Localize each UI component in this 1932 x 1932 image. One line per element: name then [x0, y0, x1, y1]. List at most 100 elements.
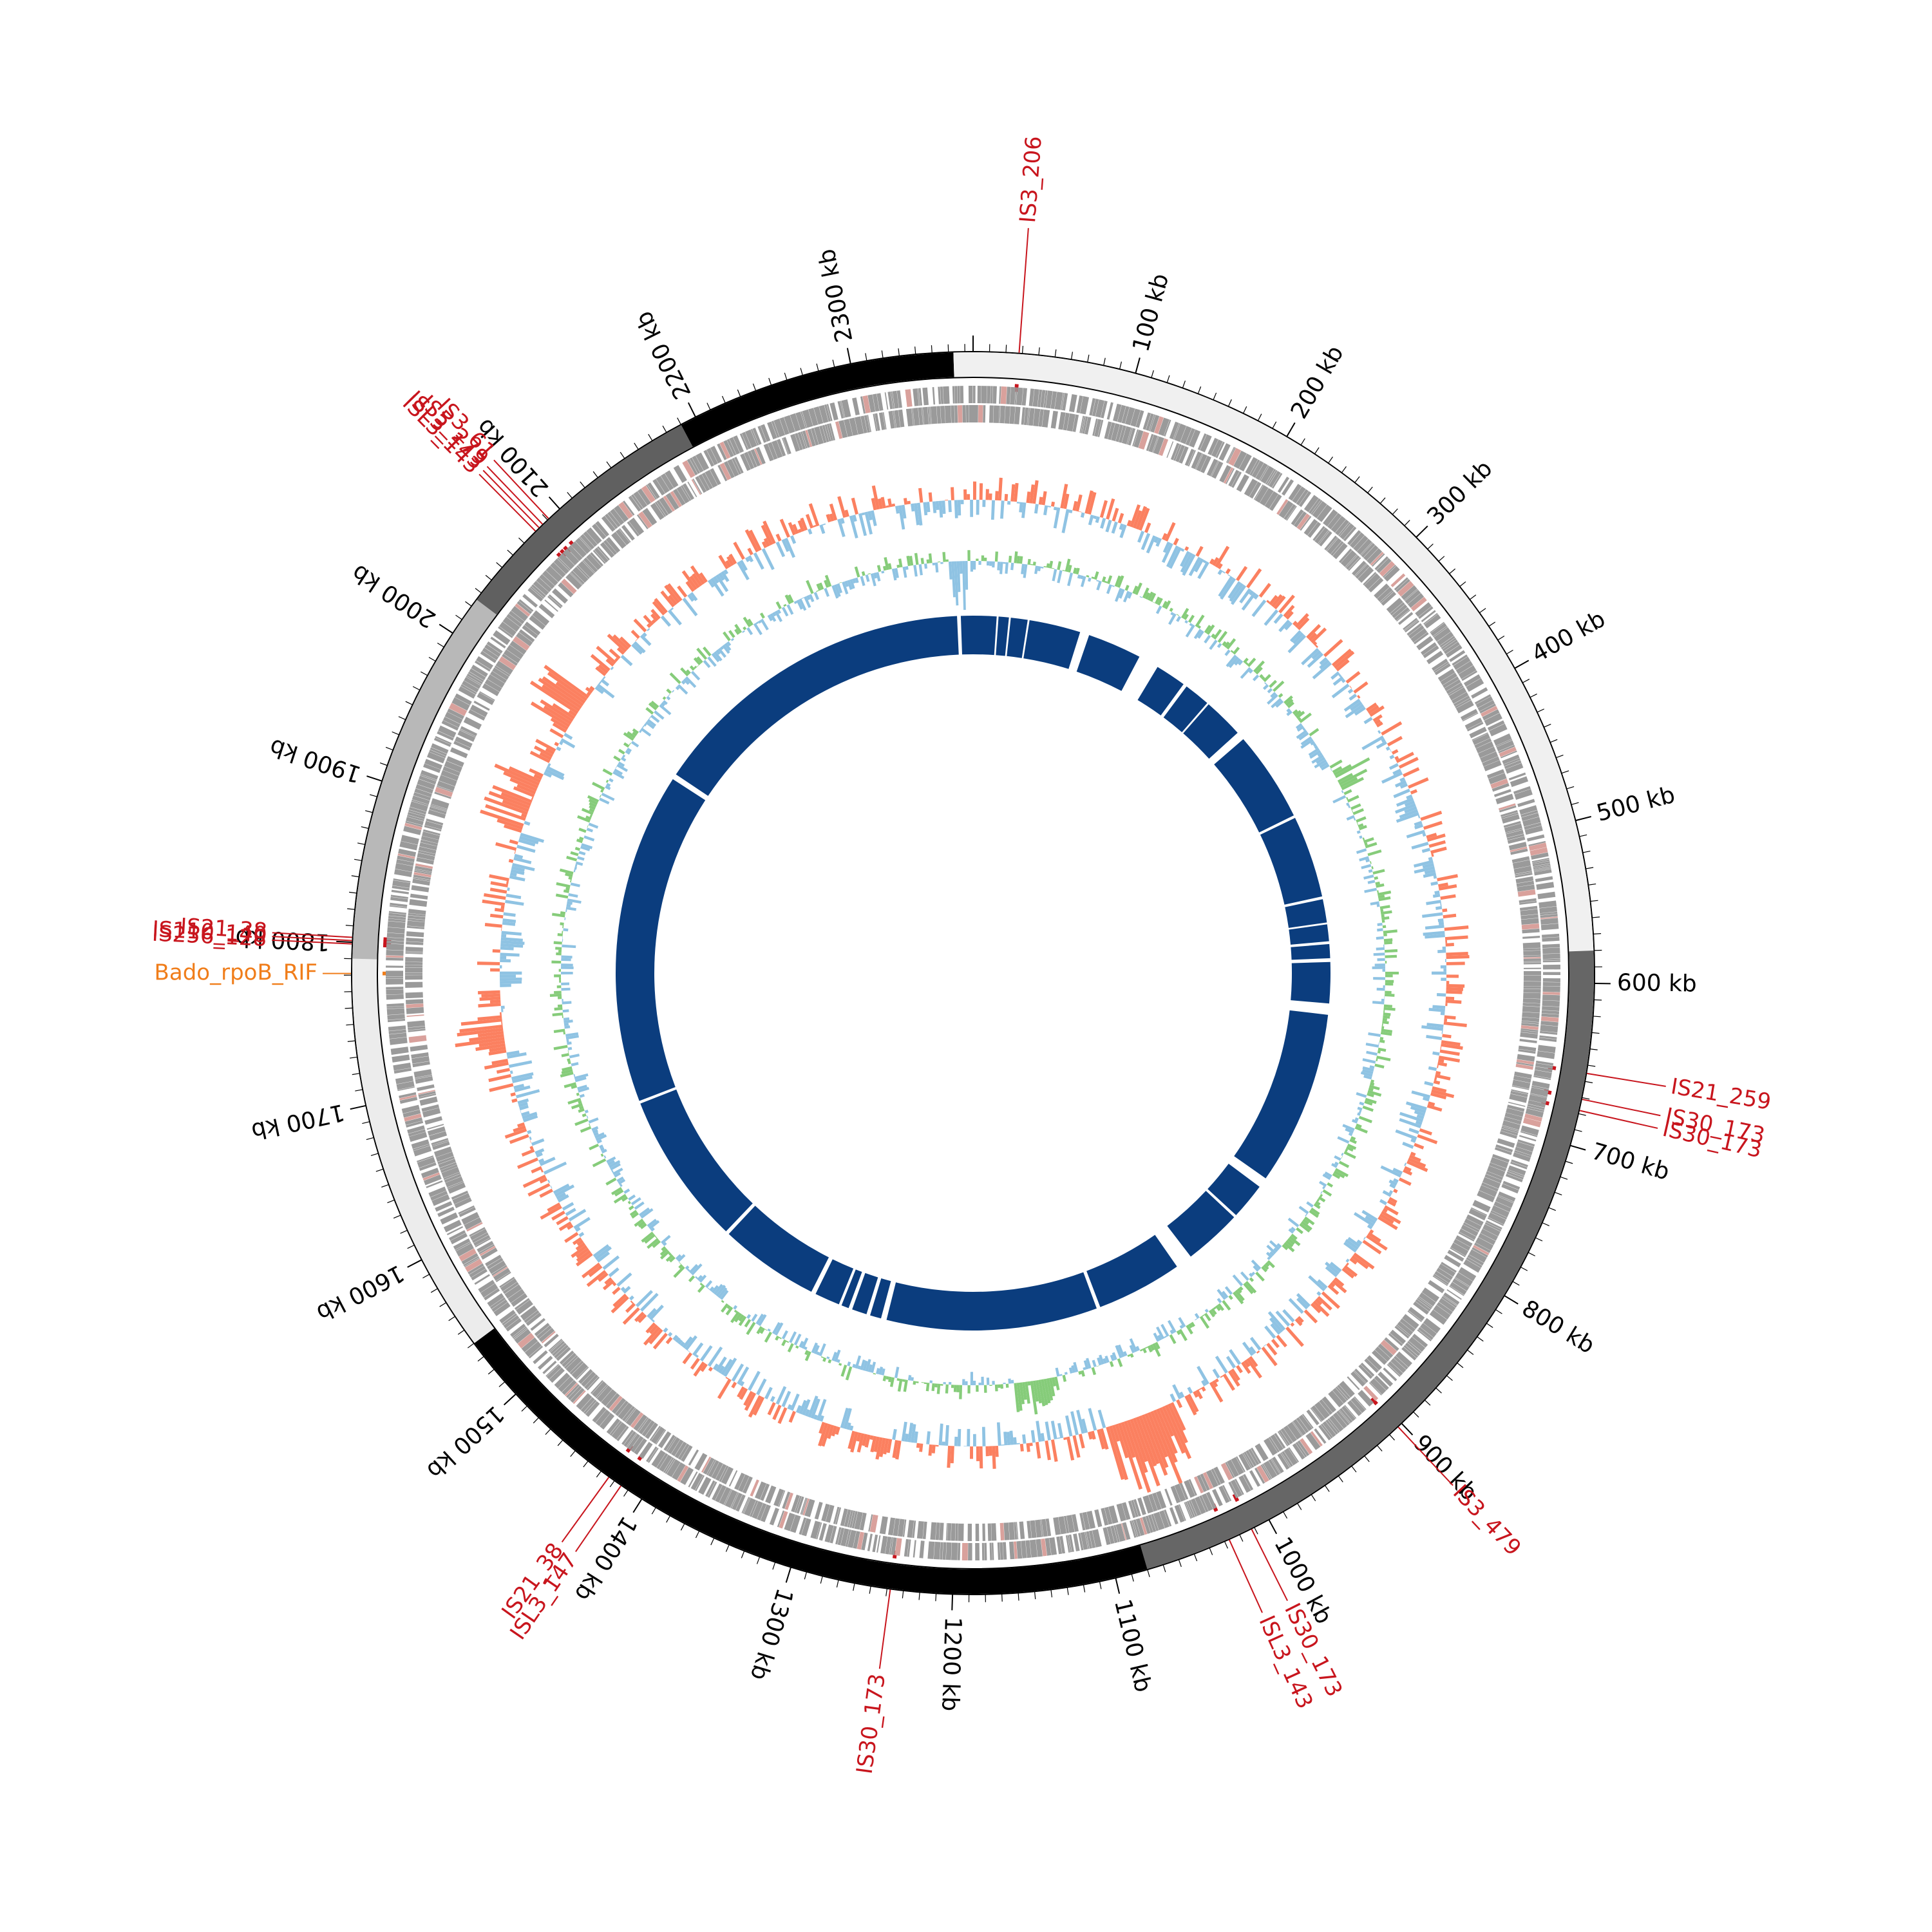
track-bin: [1298, 1206, 1309, 1215]
gene-feature: [1038, 409, 1044, 427]
gene-feature: [430, 747, 447, 757]
track-bin: [820, 1356, 824, 1359]
gene-feature: [1455, 1272, 1473, 1287]
track-bin: [568, 893, 578, 898]
gene-feature: [1293, 1419, 1307, 1435]
track-bin: [516, 844, 536, 853]
gene-feature: [408, 1035, 427, 1043]
gene-feature: [1311, 1405, 1325, 1422]
track-bin: [871, 485, 880, 510]
track-bin: [650, 613, 659, 622]
track-bin: [589, 686, 595, 692]
track-bin: [994, 1384, 998, 1392]
track-bin: [1189, 623, 1193, 627]
minor-tick: [407, 1244, 415, 1249]
track-bin: [965, 1381, 968, 1385]
track-bin: [831, 1351, 837, 1361]
gene-feature: [545, 565, 563, 582]
minor-tick: [800, 368, 803, 376]
gene-feature: [1468, 1249, 1487, 1263]
track-bin: [550, 717, 569, 730]
gene-feature: [753, 448, 762, 466]
gene-feature: [905, 408, 913, 426]
gene-feature: [1325, 1419, 1338, 1435]
track-bin: [777, 1407, 788, 1425]
gene-feature: [405, 967, 423, 973]
gene-feature: [1492, 782, 1510, 792]
gene-feature: [480, 650, 497, 663]
gene-feature: [405, 952, 423, 954]
track-bin: [1428, 1066, 1437, 1072]
gene-feature: [782, 437, 791, 455]
track-bin: [1365, 858, 1370, 863]
gene-feature: [1374, 1346, 1391, 1362]
gene-feature: [561, 578, 577, 594]
track-bin: [520, 1110, 522, 1113]
track-bin: [1385, 954, 1397, 958]
track-bin: [1352, 1119, 1358, 1124]
track-bin: [751, 1313, 758, 1322]
track-bin: [715, 574, 729, 592]
track-bin: [1421, 848, 1431, 853]
gene-feature: [1238, 1453, 1251, 1471]
gene-feature: [1255, 1467, 1265, 1484]
gene-feature: [1092, 1529, 1102, 1548]
track-bin: [989, 1446, 992, 1456]
track-bin: [1356, 1092, 1367, 1098]
gene-feature: [458, 1205, 475, 1215]
gene-feature: [1133, 1519, 1141, 1537]
track-bin: [1232, 1274, 1244, 1287]
track-bin: [826, 1356, 830, 1359]
track-bin: [956, 1385, 960, 1392]
track-bin: [667, 583, 683, 601]
gene-feature: [1324, 535, 1338, 551]
track-bin: [1308, 632, 1318, 641]
gene-feature: [1154, 416, 1164, 434]
track-bin: [1119, 589, 1125, 599]
track-bin: [1331, 1162, 1338, 1168]
gene-feature: [595, 521, 610, 537]
track-bin: [652, 601, 666, 616]
track-bin: [1176, 614, 1179, 616]
gene-feature: [1231, 471, 1242, 488]
track-bin: [661, 1235, 671, 1244]
gene-feature: [1041, 409, 1050, 428]
track-bin: [1115, 1423, 1129, 1459]
gene-feature: [1520, 1131, 1538, 1137]
track-bin: [620, 757, 627, 762]
track-bin: [1202, 1314, 1205, 1317]
gene-feature: [1542, 964, 1560, 970]
tick-label-2200: 2200 kb: [630, 307, 696, 403]
gene-feature: [445, 1176, 464, 1188]
gene-feature: [388, 913, 406, 918]
gene-feature: [507, 1289, 525, 1303]
track-bin: [1383, 1015, 1390, 1019]
gene-feature: [1079, 415, 1084, 433]
track-bin: [926, 1431, 931, 1444]
minor-tick: [437, 642, 444, 648]
gene-feature: [930, 406, 938, 424]
gene-feature: [1108, 1505, 1119, 1524]
track-bin: [578, 1105, 584, 1110]
track-bin: [575, 861, 583, 866]
track-bin: [989, 561, 992, 566]
track-bin: [822, 1357, 827, 1362]
track-bin: [554, 1184, 575, 1197]
track-bin: [918, 564, 923, 576]
track-bin: [986, 561, 990, 566]
track-bin: [725, 1306, 734, 1316]
track-bin: [1445, 1003, 1448, 1007]
gene-feature: [441, 1166, 460, 1179]
track-bin: [852, 515, 857, 522]
track-bin: [612, 1168, 623, 1175]
track-bin: [594, 1132, 605, 1139]
gene-feature: [1356, 538, 1372, 555]
track-bin: [759, 1327, 765, 1334]
track-bin: [1070, 1411, 1079, 1435]
track-bin: [925, 1382, 930, 1392]
track-bin: [1251, 1259, 1262, 1270]
track-bin: [588, 1265, 603, 1278]
gene-feature: [1137, 1497, 1146, 1515]
alignment-block-20: [870, 1278, 891, 1319]
gene-feature: [637, 488, 651, 506]
